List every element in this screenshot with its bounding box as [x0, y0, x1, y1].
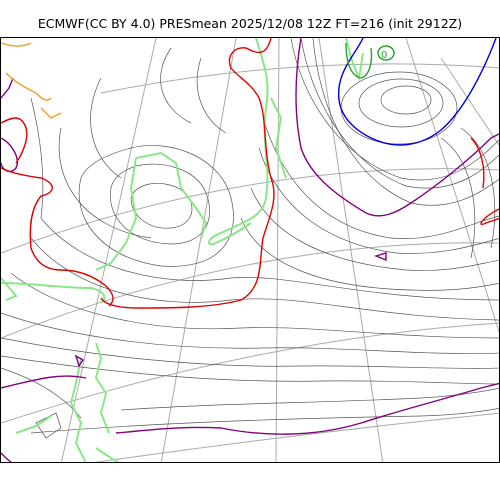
contour-value-label: 0 — [381, 50, 387, 61]
orange-contour-line — [40, 107, 62, 119]
coastline-segment — [1, 282, 106, 304]
coastline-segment — [208, 38, 269, 246]
isobar — [460, 127, 496, 249]
coastline-segment — [95, 447, 120, 462]
isobar — [240, 217, 499, 291]
map-title: ECMWF(CC BY 4.0) PRESmean 2025/12/08 12Z… — [37, 16, 463, 31]
orange-contour-line — [1, 42, 32, 47]
meridian-line — [405, 38, 499, 334]
isobar — [40, 217, 499, 301]
coastline-segment — [95, 157, 138, 271]
isobar — [110, 163, 210, 245]
isobar — [30, 408, 499, 434]
isobar — [30, 97, 44, 219]
coastline-segment — [1, 277, 18, 301]
purple-contour-line — [1, 77, 14, 99]
isobar — [120, 388, 499, 411]
purple-contour-line — [373, 252, 387, 262]
coastline-segment — [94, 342, 110, 434]
isobar — [358, 78, 444, 128]
coastline-segment — [69, 357, 87, 462]
parallel-line — [1, 242, 499, 339]
isobar — [196, 57, 227, 134]
red-contours — [1, 38, 499, 309]
meridian-line — [60, 38, 157, 462]
isobar — [30, 237, 499, 321]
red-contour-line — [1, 167, 114, 307]
isobar — [290, 38, 499, 181]
parallel-line — [100, 63, 499, 94]
isobar — [1, 312, 499, 354]
isobar — [250, 187, 499, 271]
purple-contour-line — [1, 375, 87, 389]
red-contour-line — [1, 117, 28, 164]
isobar — [300, 38, 499, 189]
orange-contours — [1, 42, 62, 119]
orange-contour-line — [5, 72, 52, 101]
purple-contour-line — [1, 452, 12, 462]
purple-contour-line — [74, 354, 84, 368]
isobar — [258, 147, 499, 254]
isobar — [340, 71, 458, 145]
meridian-line — [160, 38, 237, 462]
coastline — [1, 38, 364, 462]
meridian-line — [275, 38, 280, 462]
isobar — [160, 47, 192, 124]
coastline-segment — [345, 38, 364, 82]
isobar — [312, 38, 499, 206]
coastline-segment — [135, 151, 208, 239]
isobar — [262, 117, 499, 240]
red-contour-line — [100, 38, 275, 309]
parallel-line — [1, 168, 499, 254]
isobar — [1, 337, 499, 369]
isobar — [10, 272, 499, 339]
isobar — [78, 145, 234, 267]
isobar — [380, 85, 432, 115]
purple-contour-line — [295, 38, 499, 217]
green-contour-line — [345, 42, 373, 79]
coastline-segment — [270, 97, 287, 179]
weather-map: 0 — [0, 37, 500, 463]
green-contour-line — [377, 45, 395, 61]
parallel-line — [94, 412, 499, 462]
green-contours — [345, 42, 395, 79]
purple-contours — [1, 38, 499, 462]
isobar — [58, 127, 152, 239]
meridian-line — [318, 38, 384, 462]
red-contour-line — [480, 208, 499, 225]
purple-contour-line — [115, 382, 499, 435]
purple-contour-line — [1, 137, 18, 172]
isobar — [1, 355, 499, 385]
map-canvas: 0 — [1, 38, 499, 462]
parallel-line — [1, 322, 499, 424]
coastline-segment — [15, 415, 52, 434]
isobar — [90, 77, 122, 179]
meridian-line — [440, 57, 499, 146]
lat-lon-grid — [1, 38, 499, 462]
red-contour-line — [470, 137, 485, 189]
pressure-isobars — [1, 38, 499, 439]
blue-contour — [337, 38, 497, 146]
isobar — [440, 137, 476, 259]
